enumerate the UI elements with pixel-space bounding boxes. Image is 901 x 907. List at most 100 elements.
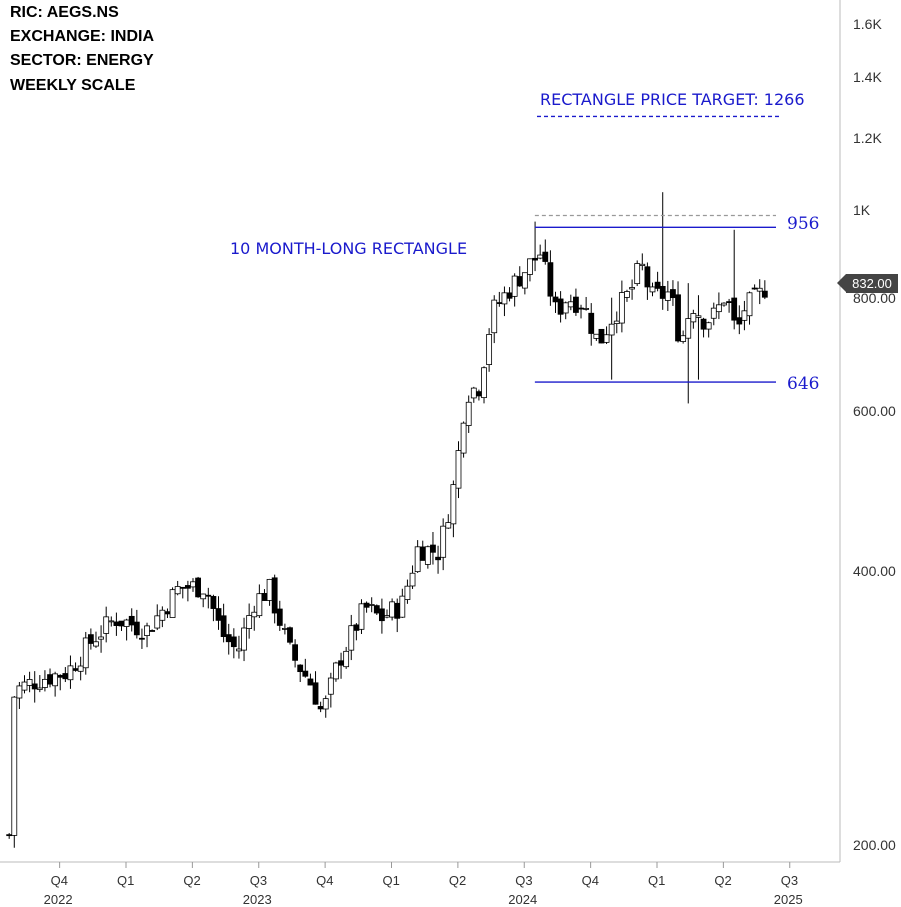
candle-body-up — [721, 302, 727, 306]
candle-body-up — [715, 304, 722, 313]
candle-body-up — [322, 698, 329, 710]
candle-body-up — [281, 627, 288, 630]
candle-body-up — [11, 696, 18, 836]
upper-level-label: 956 — [787, 214, 820, 234]
candle-body-up — [200, 593, 207, 600]
candle-body-down — [435, 556, 441, 561]
candle-body-down — [47, 674, 53, 685]
y-tick-label: 200.00 — [853, 837, 896, 853]
candle-body-down — [302, 670, 309, 677]
candle-body-up — [705, 322, 712, 330]
candle-body-down — [373, 605, 380, 614]
candle-body-down — [276, 608, 283, 626]
candle-body-down — [292, 644, 299, 661]
x-tick-quarter: Q1 — [648, 873, 666, 888]
candle-body-up — [256, 593, 263, 617]
candle-body-down — [532, 257, 538, 261]
x-tick-quarter: Q3 — [249, 873, 268, 888]
candle-body-up — [664, 291, 671, 301]
candle-body-up — [236, 648, 242, 652]
candle-body-down — [139, 637, 145, 640]
candles-group — [6, 192, 768, 848]
candle-body-down — [57, 674, 64, 678]
x-tick-year: 2025 — [773, 892, 803, 907]
rectangle-label: 10 MONTH-LONG RECTANGLE — [230, 239, 468, 258]
ric-label: RIC: AEGS.NS — [10, 4, 119, 21]
candle-body-up — [93, 641, 99, 647]
candle-body-up — [241, 627, 247, 651]
x-tick-quarter: Q1 — [117, 873, 135, 888]
candle-body-down — [210, 596, 217, 609]
candle-body-up — [695, 315, 702, 318]
x-tick-quarter: Q3 — [780, 873, 799, 888]
candle-body-down — [552, 296, 559, 303]
candle-body-up — [465, 401, 472, 426]
candle-body-down — [215, 608, 222, 621]
candle-body-up — [639, 263, 646, 266]
candle-body-down — [128, 615, 135, 626]
x-tick-quarter: Q2 — [448, 873, 467, 888]
candle-body-up — [440, 525, 447, 558]
candle-body-up — [680, 335, 687, 342]
candle-body-down — [379, 608, 385, 622]
candle-body-up — [470, 387, 477, 399]
candle-body-up — [741, 310, 748, 321]
candle-body-up — [190, 581, 196, 588]
scale-label: WEEKLY SCALE — [10, 77, 136, 94]
candle-body-up — [159, 609, 166, 621]
y-tick-label: 1K — [853, 201, 871, 218]
exchange-label: EXCHANGE: INDIA — [10, 28, 155, 45]
candle-body-up — [756, 287, 763, 292]
candle-body-down — [736, 317, 743, 325]
candle-body-down — [588, 312, 595, 334]
price-target-label: RECTANGLE PRICE TARGET: 1266 — [540, 90, 805, 109]
candle-body-down — [430, 544, 436, 553]
candle-body-down — [87, 634, 94, 644]
candle-body-down — [573, 296, 579, 313]
candle-body-down — [205, 594, 212, 597]
candle-body-up — [404, 585, 411, 600]
candle-body-down — [179, 586, 186, 589]
candle-body-up — [399, 595, 406, 618]
candle-body-down — [149, 630, 156, 632]
x-tick-quarter: Q4 — [50, 873, 68, 888]
candle-body-down — [271, 577, 278, 614]
candle-body-up — [613, 320, 620, 324]
candle-body-down — [644, 266, 651, 288]
candle-body-up — [618, 292, 625, 324]
candle-body-down — [394, 602, 401, 619]
levels-group — [534, 115, 782, 383]
candle-body-up — [266, 578, 273, 601]
y-tick-label: 1.4K — [853, 68, 882, 85]
candle-body-up — [527, 258, 533, 275]
candle-body-down — [184, 585, 191, 589]
candle-body-down — [297, 664, 304, 673]
candle-body-down — [230, 636, 237, 648]
candle-body-up — [42, 678, 48, 688]
candle-body-up — [67, 665, 74, 681]
candle-body-up — [123, 619, 130, 627]
candle-body-up — [690, 313, 697, 323]
y-tick-label: 1.2K — [853, 129, 882, 146]
candle-body-down — [516, 276, 523, 287]
x-tick-year: 2024 — [508, 892, 538, 907]
candle-body-down — [547, 262, 554, 297]
candle-body-down — [659, 285, 666, 299]
candle-body-down — [654, 281, 661, 289]
candle-body-up — [424, 546, 431, 565]
candle-body-down — [578, 307, 584, 310]
candle-body-up — [629, 287, 635, 290]
candle-body-down — [751, 287, 758, 290]
candle-body-up — [348, 625, 355, 651]
candle-body-up — [16, 685, 23, 699]
candle-body-up — [26, 679, 33, 686]
candle-body-up — [445, 522, 452, 529]
candle-body-up — [685, 318, 692, 339]
candle-body-up — [501, 292, 508, 305]
candle-body-down — [72, 668, 79, 671]
y-tick-label: 1.6K — [853, 16, 882, 32]
candle-body-up — [491, 299, 498, 334]
candle-body-up — [144, 625, 150, 636]
candle-body-down — [6, 834, 13, 837]
candle-body-up — [710, 307, 717, 319]
